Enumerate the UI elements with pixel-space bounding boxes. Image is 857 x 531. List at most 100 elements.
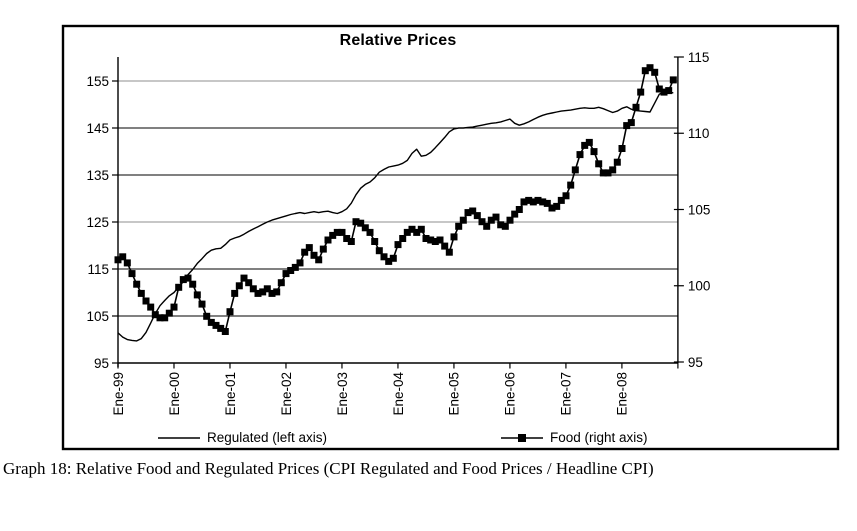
left-axis-tick-label: 105 xyxy=(86,309,109,324)
food-data-point-marker xyxy=(557,196,565,204)
x-axis-tick-label: Ene-01 xyxy=(223,372,238,416)
right-axis-tick-label: 115 xyxy=(688,50,710,65)
x-axis-tick-label: Ene-08 xyxy=(615,372,630,416)
food-data-point-marker xyxy=(525,196,533,204)
food-data-point-marker xyxy=(193,291,201,299)
food-data-point-marker xyxy=(520,198,528,206)
food-data-point-marker xyxy=(282,270,290,278)
x-axis-tick-label: Ene-07 xyxy=(559,372,574,416)
food-data-point-marker xyxy=(590,148,598,156)
food-data-point-marker xyxy=(646,64,654,72)
food-data-point-marker xyxy=(240,274,248,282)
food-data-point-marker xyxy=(660,88,668,96)
food-data-point-marker xyxy=(534,196,542,204)
food-data-point-marker xyxy=(291,263,299,271)
left-axis-tick-label: 155 xyxy=(86,74,109,89)
right-axis-tick-label: 95 xyxy=(688,355,703,370)
food-data-point-marker xyxy=(385,257,393,265)
food-data-point-marker xyxy=(329,231,337,239)
left-axis-tick-label: 115 xyxy=(87,262,109,277)
food-data-point-marker xyxy=(231,289,239,297)
x-axis-tick-label: Ene-06 xyxy=(503,372,518,416)
food-data-point-marker xyxy=(119,253,127,261)
food-data-point-marker xyxy=(170,303,178,311)
food-data-point-marker xyxy=(389,254,397,262)
left-axis-tick-label: 125 xyxy=(86,215,109,230)
food-data-point-marker xyxy=(189,280,197,288)
food-data-point-marker xyxy=(305,244,313,252)
food-data-point-marker xyxy=(436,236,444,244)
food-data-point-marker xyxy=(338,228,346,236)
food-data-point-marker xyxy=(296,259,304,267)
left-axis-tick-label: 145 xyxy=(86,121,109,136)
food-data-point-marker xyxy=(562,192,570,200)
food-data-point-marker xyxy=(455,222,463,230)
food-data-point-marker xyxy=(641,67,649,75)
food-data-point-marker xyxy=(413,228,421,236)
food-data-point-marker xyxy=(651,68,659,76)
food-data-point-marker xyxy=(147,303,155,311)
food-data-point-marker xyxy=(221,328,229,335)
food-data-point-marker xyxy=(637,88,645,96)
food-data-point-marker xyxy=(613,158,621,166)
food-data-point-marker xyxy=(506,216,514,224)
food-data-point-marker xyxy=(473,212,481,220)
right-axis-tick-label: 110 xyxy=(688,126,710,141)
food-data-point-marker xyxy=(665,87,673,95)
food-data-point-marker xyxy=(394,241,402,249)
food-data-point-marker xyxy=(198,300,206,308)
food-data-point-marker xyxy=(511,210,519,218)
food-data-point-marker xyxy=(609,166,617,174)
food-data-point-marker xyxy=(156,314,164,322)
food-data-point-marker xyxy=(371,238,379,245)
food-data-point-marker xyxy=(301,248,309,256)
x-axis-tick-label: Ene-03 xyxy=(335,372,350,416)
food-data-point-marker xyxy=(408,225,416,233)
food-data-point-marker xyxy=(179,276,187,284)
food-data-point-marker xyxy=(375,247,383,255)
food-data-point-marker xyxy=(529,198,537,206)
food-data-point-marker xyxy=(254,289,262,297)
food-data-point-marker xyxy=(515,206,523,213)
food-data-point-marker xyxy=(352,218,360,226)
food-data-point-marker xyxy=(501,222,509,230)
food-data-point-marker xyxy=(567,181,575,189)
food-data-point-marker xyxy=(576,151,584,159)
food-data-point-marker xyxy=(226,308,234,316)
food-data-point-marker xyxy=(315,256,323,264)
food-data-point-marker xyxy=(361,224,369,232)
food-data-point-marker xyxy=(543,199,551,207)
figure-caption: Graph 18: Relative Food and Regulated Pr… xyxy=(3,459,654,478)
x-axis-tick-label: Ene-99 xyxy=(111,372,126,416)
food-data-point-marker xyxy=(599,169,607,177)
food-data-point-marker xyxy=(431,238,439,245)
food-data-point-marker xyxy=(553,202,561,210)
regulated-series-line xyxy=(117,91,674,342)
food-line-swatch xyxy=(501,433,543,442)
food-data-point-marker xyxy=(175,283,183,291)
food-data-point-marker xyxy=(114,256,122,264)
food-data-point-marker xyxy=(268,289,276,297)
food-data-point-marker xyxy=(483,222,491,230)
food-data-point-marker xyxy=(380,253,388,261)
food-data-point-marker xyxy=(212,321,220,329)
food-data-point-marker xyxy=(618,145,626,152)
legend-label-regulated: Regulated (left axis) xyxy=(207,430,328,445)
food-data-point-marker xyxy=(287,267,295,274)
food-data-point-marker xyxy=(655,85,663,93)
x-axis-tick-label: Ene-04 xyxy=(391,372,406,416)
food-data-point-marker xyxy=(623,122,631,130)
food-data-point-marker xyxy=(604,169,612,177)
right-axis-tick-label: 105 xyxy=(688,202,711,217)
food-data-point-marker xyxy=(445,248,453,256)
food-data-point-marker xyxy=(333,228,341,236)
food-data-point-marker xyxy=(263,285,271,293)
food-data-point-marker xyxy=(627,119,635,127)
food-data-point-marker xyxy=(151,311,159,319)
legend-item-regulated: Regulated (left axis) xyxy=(158,430,327,445)
food-data-point-marker xyxy=(366,228,374,236)
food-data-point-marker xyxy=(217,324,225,332)
legend-label-food: Food (right axis) xyxy=(550,430,648,445)
